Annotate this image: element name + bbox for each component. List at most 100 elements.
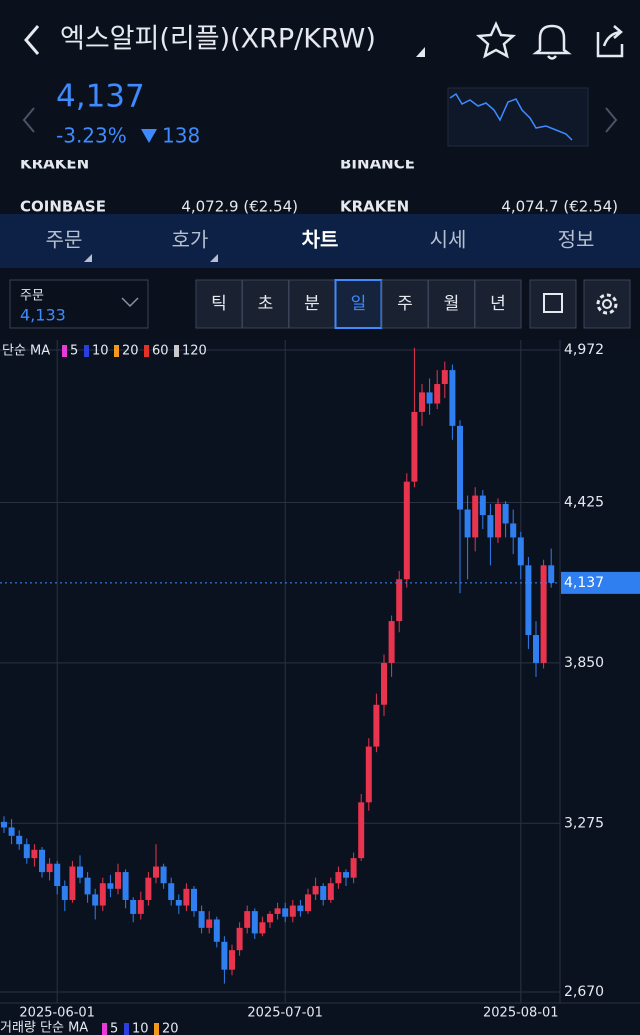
back-button[interactable] [24,25,40,55]
volume-ma-value: 20 [162,1022,179,1035]
exchange-name: BINANCE [340,155,415,173]
order-box-label: 주문 [20,289,44,304]
candle-body [137,899,144,914]
candle-body [525,565,532,636]
candle-body [441,370,448,385]
prev-arrow[interactable] [22,107,35,133]
exchange-name: COINBASE [20,198,106,216]
volume-ma-swatch [124,1023,129,1035]
alarm-icon[interactable] [532,24,572,60]
candle-body [464,509,471,538]
volume-legend-label: 거래량 단순 MA [0,1021,88,1035]
candle-body [153,866,159,878]
candle-body [388,621,395,663]
settings-button[interactable] [583,279,631,329]
candle-body [244,911,251,928]
ma-legend-swatch [174,345,179,357]
y-tick-label: 3,850 [564,655,604,671]
candle-body [16,835,23,845]
candle-body [69,866,76,900]
candle-body [54,863,61,887]
candle-body [206,919,213,928]
candle-body [115,872,121,889]
candle-body [381,662,387,705]
candle-body [229,950,235,970]
ma-legend-value: 5 [70,344,78,359]
share-icon[interactable] [596,25,624,58]
period-button[interactable] [428,279,475,329]
candle-body [99,883,106,906]
candle-body [92,894,99,906]
period-label: 월 [444,294,460,314]
candle-body [46,863,53,873]
title-dropdown[interactable] [416,47,425,57]
period-label: 주 [397,294,413,314]
current-price-tag [561,571,640,594]
exchange-price: 4,072.9 (€2.54) [181,198,298,216]
tab-bar [0,214,640,268]
candle-body [320,886,327,900]
y-tick-label: 3,275 [564,815,604,831]
candle-body [236,927,243,951]
change: 138 [162,124,200,148]
candle-body [61,886,68,900]
ma-legend-value: 20 [122,344,139,359]
period-button[interactable] [242,279,289,329]
candle-body [327,883,334,900]
tab[interactable]: 차트 [302,228,339,252]
candle-body [160,866,167,884]
candle-body [8,827,15,836]
period-label: 일 [351,294,367,314]
candle-body [183,888,190,906]
candle-body [540,565,547,663]
tab-dropdown-mark [84,254,92,262]
candle-body [350,858,357,878]
candle-body [479,495,486,516]
change-rate: -3.23% [56,124,127,148]
candle-body [175,899,182,906]
mini-chart [447,87,589,147]
candle-body [107,883,114,889]
exchange-name: KRAKEN [20,155,89,173]
tab[interactable]: 주문 [46,228,83,252]
candle-body [403,481,410,580]
next-arrow[interactable] [605,107,618,133]
chart-area [0,340,640,1035]
tab[interactable]: 정보 [558,228,595,252]
checkbox-icon [543,293,563,313]
price: 4,137 [56,79,145,115]
tab-dropdown-mark [210,254,218,262]
candle-body [411,411,418,482]
candle-body [282,908,289,917]
candle-body [145,877,152,900]
candle-body [23,844,30,859]
candle-body [267,913,273,923]
tab[interactable]: 호가 [172,228,209,252]
candle-body [502,503,509,524]
order-box[interactable] [9,279,149,329]
exchange-price: 4,074.7 (€2.54) [501,198,618,216]
ma-legend-swatch [114,345,119,357]
candle-body [84,877,91,895]
candle-body [396,579,403,622]
candle-body [130,899,137,914]
mini-chart-line [449,92,573,141]
ma-legend-value: 120 [182,344,207,359]
period-label: 틱 [211,294,227,314]
tab[interactable]: 시세 [430,228,467,252]
candle-body [297,905,304,912]
candle-body [191,888,197,912]
ma-legend-swatch [144,345,149,357]
settings-icon [596,293,618,315]
toggle-button[interactable] [529,279,577,329]
period-label: 초 [258,294,274,314]
period-button[interactable] [474,279,522,329]
y-tick-label: 4,972 [564,342,604,358]
volume-ma-value: 5 [110,1022,118,1035]
settings-icon-center [602,299,612,309]
x-tick-label: 2025-08-01 [483,1006,559,1021]
favorite-icon[interactable] [475,20,517,59]
order-box-value: 4,133 [20,306,66,325]
